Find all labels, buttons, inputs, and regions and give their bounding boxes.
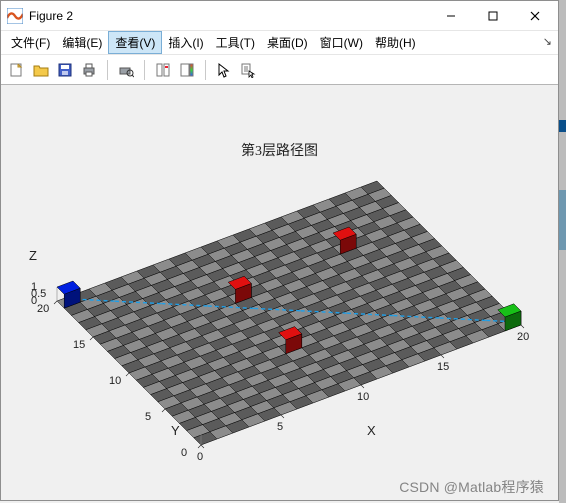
- toolbar-separator: [107, 60, 108, 80]
- menu-insert[interactable]: 插入(I): [162, 31, 209, 54]
- window-title: Figure 2: [29, 9, 430, 23]
- menu-window[interactable]: 窗口(W): [314, 31, 369, 54]
- data-cursor-button[interactable]: [238, 60, 258, 80]
- menu-desktop[interactable]: 桌面(D): [261, 31, 314, 54]
- maximize-button[interactable]: [472, 2, 514, 30]
- colorbar-button[interactable]: [177, 60, 197, 80]
- menu-edit[interactable]: 编辑(E): [56, 31, 108, 54]
- toolbar: [1, 55, 558, 85]
- watermark: CSDN @Matlab程序猿: [399, 477, 544, 497]
- close-button[interactable]: [514, 2, 556, 30]
- scroll-strip: [559, 0, 566, 503]
- axis-label-y: Y: [171, 423, 180, 438]
- print-button[interactable]: [79, 60, 99, 80]
- menubar: 文件(F) 编辑(E) 查看(V) 插入(I) 工具(T) 桌面(D) 窗口(W…: [1, 31, 558, 55]
- print-preview-button[interactable]: [116, 60, 136, 80]
- menu-overflow-icon[interactable]: ↘: [543, 35, 552, 48]
- open-button[interactable]: [31, 60, 51, 80]
- save-button[interactable]: [55, 60, 75, 80]
- link-button[interactable]: [153, 60, 173, 80]
- toolbar-separator: [205, 60, 206, 80]
- menu-view[interactable]: 查看(V): [108, 31, 162, 54]
- app-icon: [7, 8, 23, 24]
- pointer-button[interactable]: [214, 60, 234, 80]
- titlebar: Figure 2: [1, 1, 558, 31]
- new-figure-button[interactable]: [7, 60, 27, 80]
- toolbar-separator: [144, 60, 145, 80]
- figure-window: Figure 2 文件(F) 编辑(E) 查看(V) 插入(I) 工具(T) 桌…: [0, 0, 559, 501]
- minimize-button[interactable]: [430, 2, 472, 30]
- menu-tools[interactable]: 工具(T): [210, 31, 261, 54]
- menu-file[interactable]: 文件(F): [5, 31, 56, 54]
- plot-3d: [1, 125, 558, 500]
- menu-help[interactable]: 帮助(H): [369, 31, 422, 54]
- axes-canvas[interactable]: 第3层路径图 Z Y X 051015200510152000.51: [1, 85, 558, 500]
- axis-label-z: Z: [29, 248, 37, 263]
- axis-label-x: X: [367, 423, 376, 438]
